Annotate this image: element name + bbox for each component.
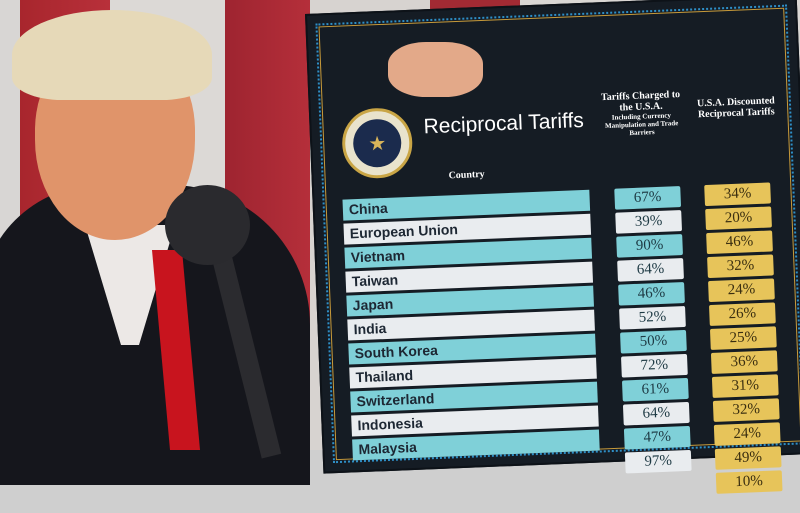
reciprocal-tariff: 32% (707, 254, 774, 279)
table-row: Taiwan 64% 32% (345, 254, 774, 296)
charged-tariff: 67% (614, 186, 682, 210)
table-row: 97% 49% (353, 446, 782, 487)
charged-tariff: 61% (621, 377, 689, 402)
header-discounted: U.S.A. Discounted Reciprocal Tariffs (696, 95, 775, 121)
table-row: Switzerland 61% 31% (350, 374, 779, 415)
charged-tariff: 50% (620, 329, 687, 354)
table-row: Thailand 72% 36% (349, 350, 778, 392)
charged-tariff: 46% (618, 282, 685, 306)
reciprocal-tariff: 32% (712, 398, 780, 422)
table-row: India 52% 26% (347, 302, 776, 344)
tariff-board: ★ Reciprocal Tariffs Country Tariffs Cha… (305, 0, 800, 494)
hand (388, 42, 483, 97)
reciprocal-tariff: 20% (705, 206, 772, 231)
charged-tariff: 52% (619, 305, 686, 330)
header-country: Country (448, 168, 485, 182)
table-row: Malaysia 47% 24% (352, 422, 781, 463)
microphone-icon (165, 185, 250, 265)
speaker-hair (12, 10, 212, 100)
charged-tariff: 97% (624, 449, 692, 474)
reciprocal-tariff: 26% (709, 302, 776, 327)
header-charged: Tariffs Charged to the U.S.A. Including C… (600, 89, 681, 138)
reciprocal-tariff: 34% (704, 182, 771, 207)
reciprocal-tariff: 10% (715, 470, 783, 494)
reciprocal-tariff: 25% (709, 326, 777, 350)
table-row: Indonesia 64% 32% (351, 398, 780, 439)
reciprocal-tariff: 46% (706, 230, 773, 255)
charged-tariff: 47% (623, 425, 691, 450)
table-row: European Union 39% 20% (343, 206, 772, 248)
charged-tariff: 64% (622, 401, 690, 426)
charged-tariff: 72% (621, 353, 688, 378)
table-row: China 67% 34% (342, 182, 771, 224)
charged-tariff: 64% (617, 258, 684, 282)
table-row: Vietnam 90% 46% (344, 230, 773, 272)
charged-tariff: 90% (616, 234, 683, 258)
reciprocal-tariff: 24% (713, 422, 781, 446)
reciprocal-tariff: 24% (708, 278, 775, 303)
table-row: 10% (354, 470, 783, 511)
reciprocal-tariff: 31% (711, 374, 779, 398)
table-row: South Korea 50% 25% (348, 326, 777, 368)
charged-tariff: 39% (615, 210, 683, 234)
reciprocal-tariff: 36% (710, 350, 778, 374)
table-row: Japan 46% 24% (346, 278, 775, 320)
